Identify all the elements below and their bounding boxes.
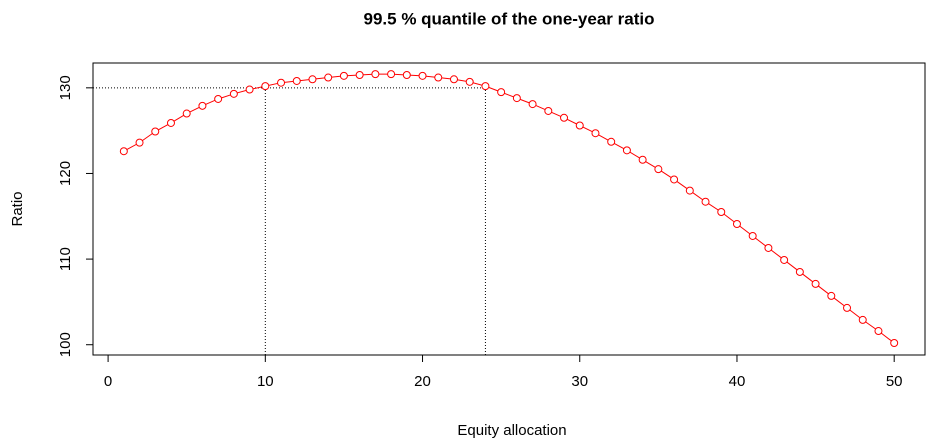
data-point <box>214 94 223 103</box>
x-tick-label: 20 <box>414 373 431 390</box>
data-point <box>638 155 647 164</box>
data-point <box>858 315 867 324</box>
data-point <box>654 165 663 174</box>
x-tick-label: 0 <box>104 373 112 390</box>
data-point <box>827 291 836 300</box>
data-point <box>670 175 679 184</box>
data-point <box>387 70 396 79</box>
data-point <box>607 137 616 146</box>
data-point <box>497 88 506 97</box>
y-tick-label: 110 <box>57 247 74 271</box>
data-point <box>182 109 191 118</box>
data-point <box>135 138 144 147</box>
data-point <box>151 127 160 136</box>
data-point <box>355 70 364 79</box>
data-point <box>811 279 820 288</box>
data-point <box>434 73 443 82</box>
data-line <box>123 73 895 344</box>
data-point <box>748 231 757 240</box>
data-point <box>119 147 128 156</box>
data-point <box>795 267 804 276</box>
data-point <box>780 255 789 264</box>
plot-frame <box>92 62 926 356</box>
data-point <box>701 197 710 206</box>
data-point <box>528 100 537 109</box>
data-point <box>418 71 427 80</box>
data-point <box>591 129 600 138</box>
data-point <box>261 82 270 91</box>
data-point <box>292 76 301 85</box>
data-point <box>764 243 773 252</box>
data-point <box>229 89 238 98</box>
data-point <box>198 101 207 110</box>
y-tick-label: 120 <box>57 161 74 186</box>
y-axis-label: Ratio <box>9 191 26 226</box>
data-point <box>449 75 458 84</box>
data-point <box>732 219 741 228</box>
x-tick-label: 50 <box>886 373 903 390</box>
data-point <box>717 207 726 216</box>
y-tick-label: 130 <box>57 75 74 100</box>
data-point <box>402 70 411 79</box>
data-point <box>481 82 490 91</box>
x-tick-label: 10 <box>257 373 274 390</box>
data-point <box>622 146 631 155</box>
x-tick-label: 30 <box>571 373 588 390</box>
data-point <box>166 118 175 127</box>
data-point <box>575 121 584 130</box>
data-point <box>560 113 569 122</box>
x-tick-label: 40 <box>729 373 746 390</box>
data-point <box>685 186 694 195</box>
x-axis-label: Equity allocation <box>457 422 566 439</box>
data-point <box>890 339 899 348</box>
data-point <box>324 73 333 82</box>
y-tick-label: 100 <box>57 332 74 357</box>
data-point <box>371 70 380 79</box>
data-point <box>544 106 553 115</box>
data-point <box>512 94 521 103</box>
data-point <box>339 71 348 80</box>
data-point <box>874 327 883 336</box>
data-point <box>308 75 317 84</box>
data-point <box>465 77 474 86</box>
data-point <box>843 303 852 312</box>
data-point <box>277 78 286 87</box>
data-point <box>245 85 254 94</box>
chart-title: 99.5 % quantile of the one-year ratio <box>364 9 655 28</box>
